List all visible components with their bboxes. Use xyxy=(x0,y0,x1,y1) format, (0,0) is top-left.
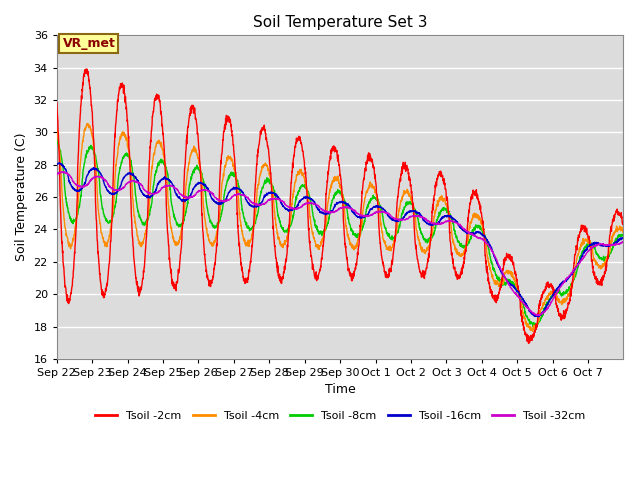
Title: Soil Temperature Set 3: Soil Temperature Set 3 xyxy=(253,15,428,30)
X-axis label: Time: Time xyxy=(324,384,356,396)
Text: VR_met: VR_met xyxy=(63,36,115,49)
Y-axis label: Soil Temperature (C): Soil Temperature (C) xyxy=(15,133,28,262)
Legend: Tsoil -2cm, Tsoil -4cm, Tsoil -8cm, Tsoil -16cm, Tsoil -32cm: Tsoil -2cm, Tsoil -4cm, Tsoil -8cm, Tsoi… xyxy=(91,407,589,425)
